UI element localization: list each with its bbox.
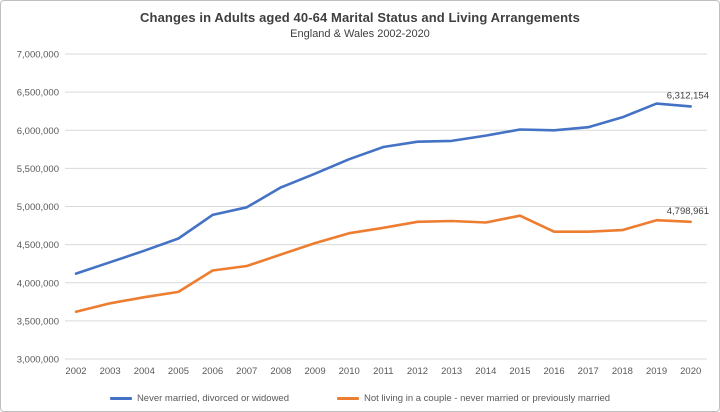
- y-tick-label: 5,500,000: [17, 164, 59, 175]
- y-tick-label: 5,000,000: [17, 202, 59, 213]
- x-tick-label: 2012: [407, 366, 428, 377]
- x-tick-label: 2007: [236, 366, 257, 377]
- y-tick-label: 6,500,000: [17, 88, 59, 99]
- x-tick-label: 2015: [509, 366, 530, 377]
- legend-label: Not living in a couple - never married o…: [364, 393, 611, 404]
- series-line-2: [74, 214, 693, 314]
- x-tick-label: 2009: [304, 366, 325, 377]
- x-tick-label: 2010: [339, 366, 360, 377]
- y-tick-label: 4,500,000: [17, 240, 59, 251]
- legend-line-swatch-icon: [337, 397, 359, 400]
- legend: Never married, divorced or widowed Not li…: [1, 393, 719, 404]
- chart-title: Changes in Adults aged 40-64 Marital Sta…: [140, 10, 580, 25]
- y-tick-label: 3,500,000: [17, 316, 59, 327]
- x-tick-label: 2014: [475, 366, 496, 377]
- y-tick-label: 3,000,000: [17, 355, 59, 366]
- x-tick-label: 2003: [100, 366, 121, 377]
- y-tick-label: 6,000,000: [17, 126, 59, 137]
- legend-label: Never married, divorced or widowed: [136, 393, 289, 404]
- x-tick-label: 2013: [441, 366, 462, 377]
- y-tick-label: 7,000,000: [17, 50, 59, 61]
- chart-subtitle: England & Wales 2002-2020: [290, 28, 430, 40]
- x-tick-label: 2005: [168, 366, 189, 377]
- x-tick-label: 2018: [612, 366, 633, 377]
- y-tick-label: 4,000,000: [17, 278, 59, 289]
- x-tick-label: 2004: [134, 366, 155, 377]
- series-end-label: 6,312,154: [667, 90, 709, 101]
- series-line-1: [74, 102, 693, 275]
- legend-item: Not living in a couple - never married o…: [337, 393, 610, 404]
- x-tick-label: 2002: [65, 366, 86, 377]
- x-tick-label: 2020: [680, 366, 701, 377]
- series-end-label: 4,798,961: [667, 206, 709, 217]
- x-tick-label: 2008: [270, 366, 291, 377]
- legend-line-swatch-icon: [109, 397, 132, 400]
- x-tick-label: 2011: [373, 366, 393, 377]
- x-tick-label: 2017: [578, 366, 599, 377]
- x-tick-label: 2019: [646, 366, 667, 377]
- x-tick-label: 2016: [544, 366, 565, 377]
- legend-item: Never married, divorced or widowed: [109, 393, 289, 404]
- x-tick-label: 2006: [202, 366, 223, 377]
